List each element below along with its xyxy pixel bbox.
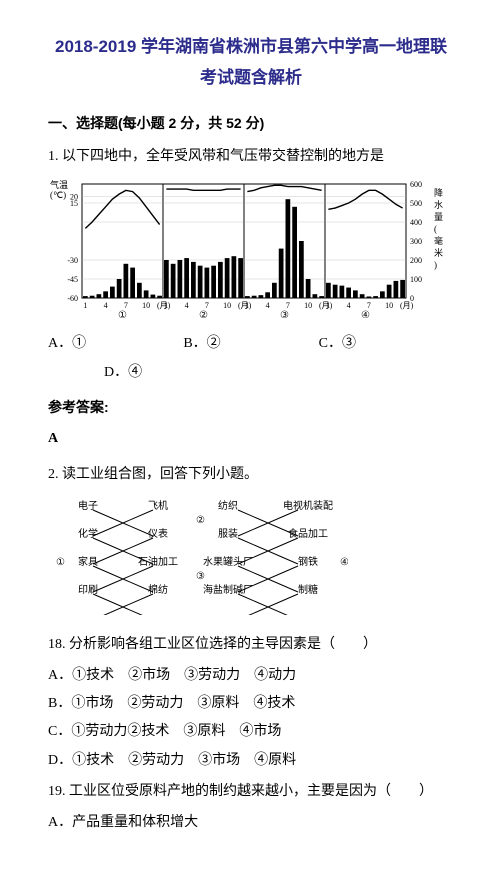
svg-text:4: 4: [266, 301, 270, 310]
q19-stem: 19. 工业区位受原料产地的制约越来越小，主要是因为（ ）: [48, 779, 454, 804]
svg-text:-60: -60: [67, 294, 78, 303]
svg-text:10: 10: [385, 301, 393, 310]
q1-opt-d: D．④: [104, 360, 454, 385]
q19-opt-a: A．产品重量和体积增大: [48, 810, 454, 835]
svg-text:(℃): (℃): [50, 190, 66, 200]
q18-stem: 18. 分析影响各组工业区位选择的主导因素是（ ）: [48, 632, 454, 657]
svg-text:降: 降: [434, 187, 443, 198]
svg-text:海盐制碱厂: 海盐制碱厂: [203, 583, 253, 596]
svg-text:电子: 电子: [78, 499, 98, 512]
svg-text:1: 1: [83, 301, 87, 310]
svg-text:600: 600: [410, 180, 422, 189]
svg-text:①: ①: [56, 557, 65, 568]
svg-text:④: ④: [361, 310, 370, 318]
svg-text:纺织: 纺织: [218, 499, 238, 512]
q18-opt-b: B．①市场 ②劳动力 ③原料 ④技术: [48, 691, 454, 716]
svg-text:1: 1: [164, 301, 168, 310]
svg-text:制糖: 制糖: [298, 583, 318, 596]
svg-text:米: 米: [434, 247, 443, 258]
svg-text:(: (: [434, 224, 437, 234]
svg-text:食品加工: 食品加工: [288, 527, 328, 540]
svg-text:毫: 毫: [434, 235, 443, 246]
q18-opt-a: A．①技术 ②市场 ③劳动力 ④动力: [48, 663, 454, 688]
q1-opt-c: C．③: [319, 331, 454, 356]
q1-climate-charts: 气温(℃)2015-30-45-606005004003002001000降水量…: [48, 178, 454, 327]
q1-answer: A: [48, 426, 454, 451]
svg-text:7: 7: [124, 301, 128, 310]
svg-text:15: 15: [70, 199, 78, 208]
q1-opt-a: A．①: [48, 331, 183, 356]
svg-text:气温: 气温: [50, 179, 68, 190]
svg-text:10: 10: [223, 301, 231, 310]
svg-text:7: 7: [367, 301, 371, 310]
svg-text:4: 4: [347, 301, 351, 310]
answer-heading: 参考答案:: [48, 395, 454, 420]
industry-diagram: 电子 飞机 纺织 电视机装配化学 仪表 服装 食品加工家具 石油加工 水果罐头厂 钢铁印刷 棉纺 海盐…: [48, 495, 454, 624]
svg-text:10: 10: [304, 301, 312, 310]
svg-text:③: ③: [280, 310, 289, 318]
svg-text:300: 300: [410, 237, 422, 246]
svg-text:家具: 家具: [78, 555, 98, 568]
q1-stem: 1. 以下四地中，全年受风带和气压带交替控制的地方是: [48, 144, 454, 169]
svg-text:-45: -45: [67, 275, 78, 284]
svg-text:200: 200: [410, 256, 422, 265]
q1-options-row1: A．① B．② C．③: [48, 331, 454, 356]
svg-text:②: ②: [199, 310, 208, 318]
svg-text:(月): (月): [400, 301, 414, 310]
svg-text:量: 量: [434, 212, 443, 222]
q2-stem: 2. 读工业组合图，回答下列小题。: [48, 462, 454, 487]
svg-text:仪表: 仪表: [148, 527, 168, 540]
svg-text:石油加工: 石油加工: [138, 555, 178, 568]
svg-text:100: 100: [410, 275, 422, 284]
svg-text:水果罐头厂: 水果罐头厂: [203, 555, 253, 568]
svg-text:400: 400: [410, 218, 422, 227]
svg-text:10: 10: [142, 301, 150, 310]
svg-text:4: 4: [104, 301, 108, 310]
svg-text:电视机装配: 电视机装配: [283, 499, 333, 512]
svg-text:飞机: 飞机: [148, 499, 168, 512]
svg-text:水: 水: [434, 199, 443, 210]
svg-text:服装: 服装: [218, 527, 238, 540]
svg-text:): ): [434, 260, 437, 270]
svg-text:1: 1: [245, 301, 249, 310]
svg-text:-30: -30: [67, 256, 78, 265]
svg-text:印刷: 印刷: [78, 584, 98, 596]
svg-text:①: ①: [118, 310, 127, 318]
svg-text:7: 7: [286, 301, 290, 310]
q1-options-row2: D．④: [48, 360, 454, 385]
q1-opt-b: B．②: [183, 331, 318, 356]
svg-text:棉纺: 棉纺: [148, 583, 168, 596]
svg-text:500: 500: [410, 199, 422, 208]
q18-opt-c: C．①劳动力②技术 ③原料 ④市场: [48, 719, 454, 744]
svg-text:4: 4: [185, 301, 189, 310]
svg-text:化学: 化学: [78, 527, 98, 540]
svg-text:7: 7: [205, 301, 209, 310]
page-title: 2018-2019 学年湖南省株洲市县第六中学高一地理联考试题含解析: [48, 32, 454, 93]
svg-text:④: ④: [340, 557, 348, 568]
svg-text:钢铁: 钢铁: [298, 555, 318, 568]
svg-text:③: ③: [196, 571, 205, 582]
q18-opt-d: D．①技术 ②劳动力 ③市场 ④原料: [48, 748, 454, 773]
svg-text:②: ②: [196, 515, 205, 526]
svg-text:1: 1: [326, 301, 330, 310]
section-1-heading: 一、选择题(每小题 2 分，共 52 分): [48, 111, 454, 136]
